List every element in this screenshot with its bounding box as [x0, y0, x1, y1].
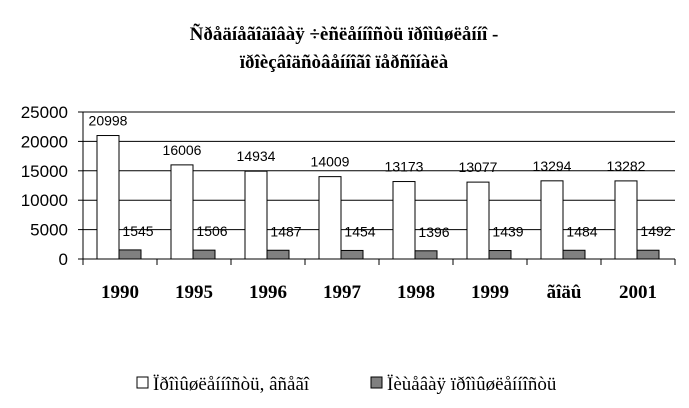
- bar-total: [244, 170, 268, 260]
- x-tick-label: 1996: [249, 282, 287, 303]
- x-tick-label: 1998: [397, 282, 435, 303]
- x-tick-label: 2001: [619, 282, 657, 303]
- data-label-food: 1484: [566, 223, 597, 239]
- bar-food: [636, 249, 660, 260]
- data-label-total: 13173: [385, 159, 424, 175]
- y-tick-label: 0: [59, 250, 68, 269]
- bar-food: [340, 249, 364, 260]
- bar-total: [96, 135, 120, 260]
- y-tick-label: 10000: [21, 191, 68, 210]
- legend-swatch-food: [370, 376, 383, 389]
- axes: [82, 112, 676, 265]
- x-tick-label: ãîäû: [547, 282, 582, 303]
- x-axis-ticks: 1990 1995 1996 1997 1998 1999 ãîäû 2001: [101, 282, 657, 303]
- x-tick-label: 1990: [101, 282, 139, 303]
- bar-total: [392, 181, 416, 260]
- x-tick-label: 1995: [175, 282, 213, 303]
- bar-food: [562, 249, 586, 260]
- legend-label-total: Ïðîìûøëåííîñòü, âñåãî: [153, 374, 310, 395]
- legend-swatch-total: [136, 376, 149, 389]
- data-label-total: 13282: [607, 158, 646, 174]
- y-axis-ticks: 0 5000 10000 15000 20000 25000: [21, 103, 83, 269]
- bar-total: [466, 181, 490, 260]
- bars: [96, 135, 660, 260]
- y-tick-label: 15000: [21, 162, 68, 181]
- data-label-total: 13077: [459, 159, 498, 175]
- bar-food: [488, 250, 512, 260]
- data-label-total: 13294: [533, 158, 572, 174]
- data-label-food: 1439: [492, 224, 523, 240]
- bar-total: [614, 180, 638, 260]
- bar-food: [192, 249, 216, 260]
- bar-food: [414, 250, 438, 260]
- y-tick-label: 20000: [21, 132, 68, 151]
- chart-title-line-2: ïðîèçâîäñòâåííîãî ïåðñîíàëà: [240, 52, 449, 73]
- bar-food: [266, 249, 290, 260]
- legend-label-food: Ïèùåâàÿ ïðîìûøëåííîñòü: [387, 374, 557, 395]
- x-tick-label: 1999: [471, 282, 509, 303]
- bar-total: [540, 180, 564, 260]
- data-label-food: 1487: [270, 223, 301, 239]
- chart-title-line-1: Ñðåäíåãîäîâàÿ ÷èñëåííîñòü ïðîìûøëåííî -: [190, 23, 499, 45]
- data-label-total: 16006: [163, 142, 202, 158]
- data-label-total: 20998: [89, 113, 128, 129]
- data-label-food: 1492: [640, 223, 671, 239]
- data-label-food: 1396: [418, 224, 449, 240]
- y-tick-label: 5000: [30, 221, 68, 240]
- data-label-food: 1454: [344, 223, 375, 239]
- y-tick-label: 25000: [21, 103, 68, 122]
- x-tick-label: 1997: [323, 282, 362, 303]
- bar-food: [118, 249, 142, 260]
- bar-total: [170, 164, 194, 260]
- data-label-total: 14009: [311, 154, 350, 170]
- data-label-total: 14934: [237, 148, 276, 164]
- data-label-food: 1545: [122, 223, 153, 239]
- data-labels: 20998 1545 16006 1506 14934 1487 14009 1454 1317…: [89, 113, 672, 240]
- legend: Ïðîìûøëåííîñòü, âñåãî Ïèùåâàÿ ïðîìûøëåíí…: [136, 374, 557, 395]
- data-label-food: 1506: [196, 223, 227, 239]
- bar-total: [318, 176, 342, 260]
